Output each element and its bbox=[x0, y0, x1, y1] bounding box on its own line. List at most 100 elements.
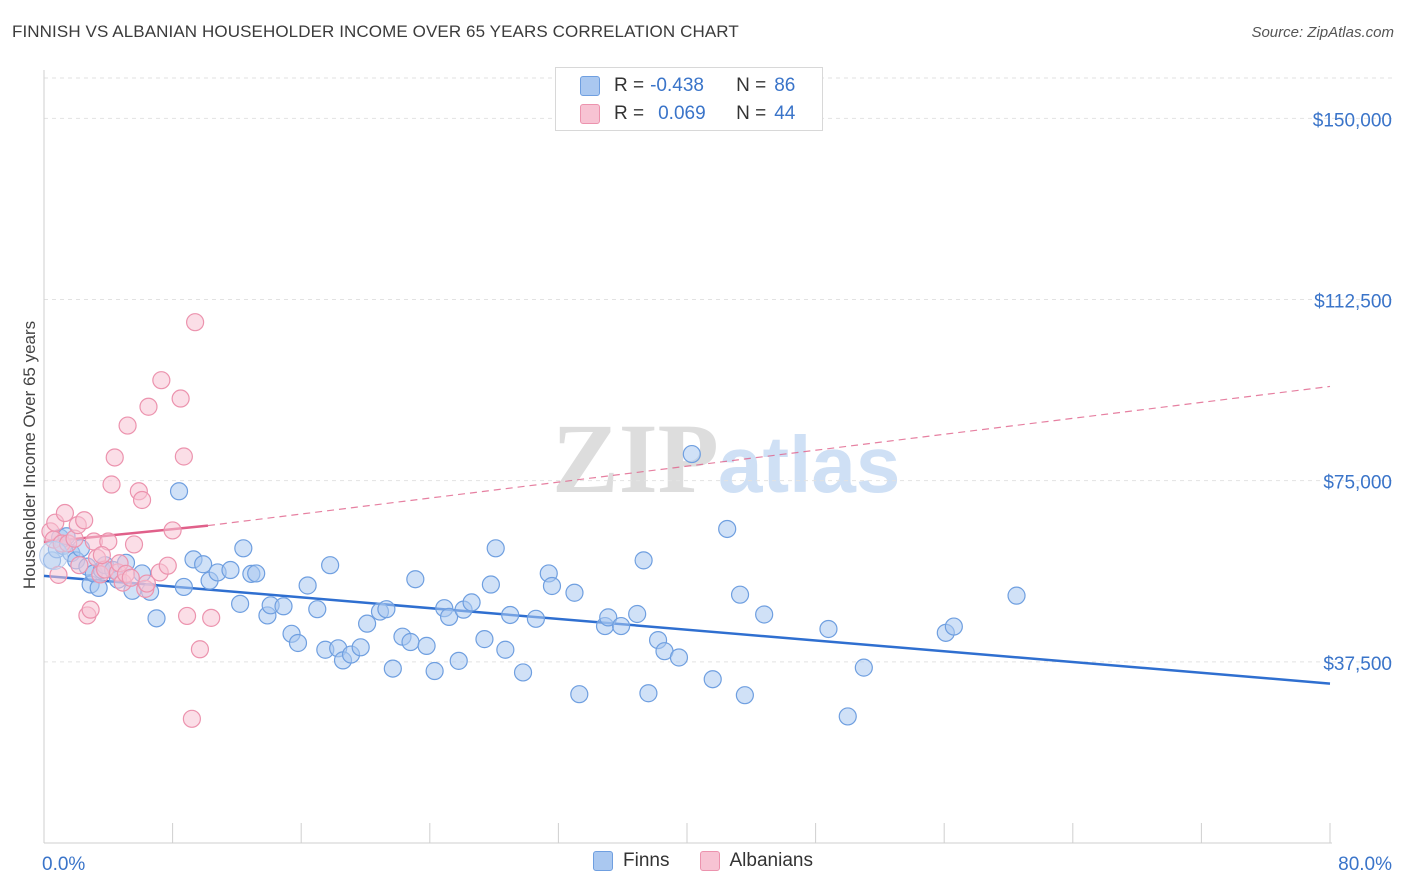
data-point-finns bbox=[308, 600, 327, 619]
zipatlas-watermark: ZIP atlas bbox=[552, 403, 900, 514]
data-point-finns bbox=[496, 640, 515, 659]
data-point-finns bbox=[401, 632, 420, 652]
data-point-finns bbox=[481, 575, 500, 594]
data-point-finns bbox=[234, 539, 253, 558]
data-point-finns bbox=[231, 594, 250, 613]
legend-r-value: 0.069 bbox=[658, 103, 706, 124]
data-point-finns bbox=[486, 539, 505, 558]
data-point-albanians bbox=[105, 448, 124, 467]
data-point-finns bbox=[513, 663, 533, 682]
data-point-finns bbox=[639, 684, 658, 703]
data-point-albanians bbox=[132, 490, 152, 510]
data-point-finns bbox=[819, 619, 838, 639]
data-point-finns bbox=[425, 661, 444, 681]
data-point-albanians bbox=[55, 503, 74, 523]
data-point-albanians bbox=[139, 397, 158, 416]
legend-n-label: N = bbox=[736, 75, 767, 96]
chart-title: FINNISH VS ALBANIAN HOUSEHOLDER INCOME O… bbox=[12, 22, 739, 41]
data-point-albanians bbox=[81, 600, 100, 619]
data-point-finns bbox=[449, 651, 468, 670]
data-point-finns bbox=[358, 614, 377, 633]
data-point-finns bbox=[634, 551, 653, 570]
data-point-albanians bbox=[70, 556, 89, 575]
data-point-albanians bbox=[137, 574, 156, 593]
data-point-albanians bbox=[190, 640, 210, 659]
legend-swatch-finns bbox=[580, 76, 600, 96]
trend-line-finns bbox=[43, 574, 1331, 685]
data-point-finns bbox=[755, 605, 774, 624]
series-legend: Finns Albanians bbox=[0, 850, 1406, 872]
legend-r-label: R = bbox=[614, 75, 645, 96]
data-point-albanians bbox=[92, 545, 111, 565]
data-point-finns bbox=[247, 564, 266, 583]
data-point-albanians bbox=[118, 416, 137, 435]
data-point-albanians bbox=[174, 447, 193, 466]
data-point-finns bbox=[599, 608, 618, 627]
y-tick-label: $150,000 bbox=[1313, 110, 1392, 131]
data-point-albanians bbox=[75, 511, 94, 530]
y-tick-label: $37,500 bbox=[1323, 654, 1392, 675]
series-label-finns: Finns bbox=[623, 850, 670, 871]
data-point-finns bbox=[628, 604, 647, 624]
data-point-finns bbox=[730, 585, 750, 604]
data-point-albanians bbox=[158, 556, 177, 575]
data-point-finns bbox=[475, 630, 494, 649]
data-point-finns bbox=[611, 616, 631, 636]
data-point-finns bbox=[462, 593, 481, 612]
trend-line-albanians bbox=[207, 385, 1331, 527]
data-point-finns bbox=[169, 482, 189, 501]
data-points bbox=[39, 313, 1026, 728]
y-axis-label: Householder Income Over 65 years bbox=[20, 320, 39, 590]
watermark-atlas: atlas bbox=[718, 420, 900, 509]
legend-n-value: 44 bbox=[774, 103, 796, 124]
data-point-finns bbox=[147, 609, 166, 628]
data-point-finns bbox=[1007, 586, 1026, 605]
data-point-finns bbox=[274, 597, 293, 616]
series-swatch-finns bbox=[593, 851, 614, 871]
legend-row-finns: R = -0.438 N = 86 bbox=[580, 73, 795, 99]
data-point-finns bbox=[735, 686, 754, 705]
y-tick-label: $75,000 bbox=[1323, 473, 1392, 494]
data-point-finns bbox=[383, 659, 402, 678]
data-point-albanians bbox=[124, 535, 144, 554]
data-point-albanians bbox=[202, 608, 221, 627]
legend-r-label: R = bbox=[614, 103, 645, 124]
y-tick-label: $112,500 bbox=[1314, 291, 1392, 312]
data-point-albanians bbox=[186, 313, 205, 332]
data-point-finns bbox=[288, 633, 308, 653]
data-point-finns bbox=[944, 617, 963, 636]
series-swatch-albanians bbox=[699, 851, 720, 871]
source-label: Source: ZipAtlas.com bbox=[1251, 24, 1394, 41]
data-point-finns bbox=[221, 560, 240, 580]
legend-n-label: N = bbox=[736, 103, 767, 124]
data-point-finns bbox=[298, 576, 317, 595]
x-tick-label: 0.0% bbox=[42, 854, 85, 875]
data-point-finns bbox=[570, 685, 589, 704]
series-label-albanians: Albanians bbox=[729, 850, 813, 871]
data-point-finns bbox=[377, 600, 396, 619]
data-point-finns bbox=[351, 638, 370, 657]
data-point-finns bbox=[854, 658, 873, 677]
data-point-albanians bbox=[163, 521, 182, 540]
data-point-finns bbox=[703, 670, 722, 689]
data-point-albanians bbox=[102, 475, 121, 494]
series-legend-albanians: Albanians bbox=[699, 850, 813, 872]
legend-n-value: 86 bbox=[774, 75, 796, 96]
legend-swatch-albanians bbox=[580, 104, 600, 124]
data-point-cluster bbox=[39, 541, 69, 571]
x-tick-label: 80.0% bbox=[1338, 854, 1392, 875]
data-point-finns bbox=[565, 583, 584, 602]
tick-labels: $37,500 $75,000 $112,500 $150,000 0.0% 80.0% bbox=[42, 110, 1392, 875]
data-point-finns bbox=[321, 556, 340, 575]
data-point-finns bbox=[669, 648, 689, 667]
data-point-finns bbox=[174, 577, 193, 597]
data-point-albanians bbox=[182, 709, 201, 728]
series-legend-finns: Finns bbox=[593, 850, 670, 872]
data-point-albanians bbox=[171, 389, 190, 408]
data-point-finns bbox=[526, 609, 545, 628]
stats-legend: R = -0.438 N = 86 R = 0.069 N = 44 bbox=[555, 67, 823, 131]
legend-row-albanians: R = 0.069 N = 44 bbox=[580, 101, 795, 127]
data-point-finns bbox=[417, 636, 436, 655]
data-point-finns bbox=[682, 444, 701, 464]
